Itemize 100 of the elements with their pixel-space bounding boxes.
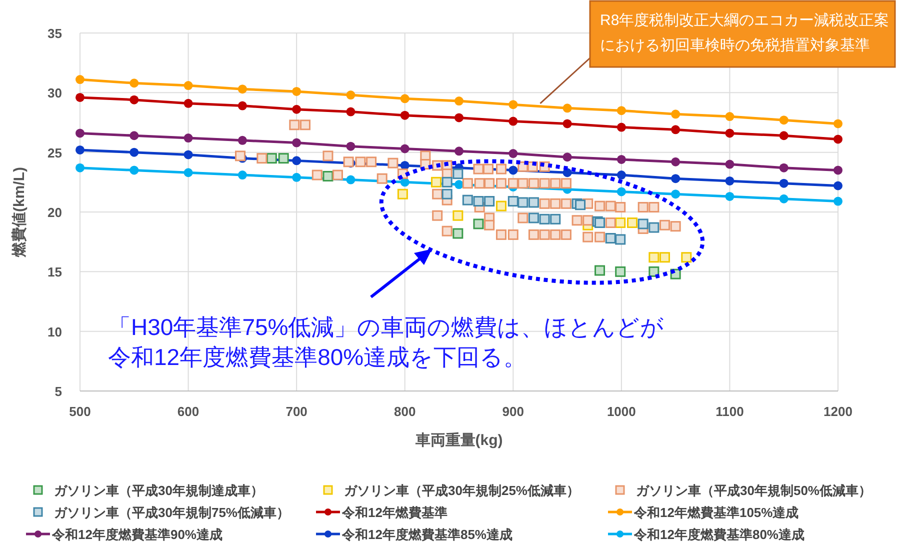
point — [346, 142, 356, 151]
y-tick-label: 35 — [48, 26, 62, 41]
point — [184, 168, 193, 178]
legend-label: ガソリン車（平成30年規制75%低減車） — [54, 505, 290, 520]
point — [266, 153, 277, 164]
point — [834, 166, 842, 175]
point — [779, 178, 788, 188]
point — [322, 170, 334, 182]
x-tick-label: 600 — [177, 404, 200, 419]
point — [562, 119, 572, 128]
point — [184, 81, 193, 90]
point — [648, 252, 660, 263]
point — [671, 125, 680, 134]
point — [671, 157, 680, 166]
point — [834, 181, 842, 190]
point — [518, 197, 528, 208]
y-tick-label: 10 — [48, 324, 62, 340]
point — [76, 75, 84, 84]
x-tick-label: 500 — [69, 404, 91, 419]
point — [648, 222, 660, 233]
point — [615, 266, 626, 277]
point — [528, 212, 539, 224]
point — [346, 175, 356, 184]
point — [616, 106, 626, 116]
point — [834, 196, 842, 206]
point — [130, 166, 139, 175]
point — [452, 210, 464, 221]
point — [431, 176, 442, 188]
x-tick-label: 700 — [286, 404, 308, 419]
x-tick-label: 900 — [502, 404, 524, 419]
point — [671, 190, 680, 199]
point — [76, 92, 84, 102]
point — [184, 150, 193, 160]
x-tick-label: 800 — [394, 404, 416, 419]
point — [454, 96, 464, 106]
point — [681, 252, 692, 263]
legend-label: ガソリン車（平成30年規制達成車） — [54, 483, 264, 498]
point — [130, 131, 139, 140]
point — [834, 134, 842, 144]
point — [725, 192, 734, 201]
annotation: R8年度税制改正大綱のエコカー減税改正案における初回車検時の免税措置対象基準 — [600, 11, 890, 56]
x-tick-label: 1000 — [606, 404, 636, 419]
point — [562, 104, 572, 113]
y-tick-label: 15 — [48, 264, 62, 280]
legend-label: ガソリン車（平成30年規制50%低減車） — [636, 483, 872, 498]
point — [725, 160, 734, 169]
point — [484, 196, 495, 207]
point — [627, 217, 638, 228]
point — [473, 196, 484, 207]
point — [442, 188, 452, 200]
point — [725, 112, 734, 122]
point — [508, 100, 518, 110]
y-tick-label: 30 — [48, 86, 62, 101]
y-axis-title: 燃費値(km/L) — [11, 166, 28, 258]
point — [725, 176, 734, 186]
point — [779, 194, 788, 204]
point — [130, 78, 139, 88]
point — [725, 128, 734, 138]
point — [452, 168, 464, 180]
point — [496, 200, 506, 212]
point — [292, 156, 302, 166]
point — [462, 194, 473, 206]
point — [238, 136, 247, 145]
point — [130, 95, 139, 104]
point — [400, 144, 410, 154]
y-tick-label: 25 — [48, 145, 62, 160]
point — [779, 131, 788, 140]
point — [779, 116, 788, 125]
point — [238, 101, 247, 110]
point — [834, 119, 842, 128]
point — [615, 234, 626, 245]
point — [605, 233, 616, 244]
point — [671, 110, 680, 119]
point — [615, 217, 626, 228]
legend-label: 令和12年度燃費基準85%達成 — [341, 527, 512, 542]
point — [454, 180, 464, 190]
point — [562, 152, 572, 162]
point — [400, 94, 410, 104]
point — [278, 153, 289, 164]
point — [76, 128, 84, 138]
legend-label: ガソリン車（平成30年規制25%低減車） — [344, 483, 580, 498]
x-tick-label: 1200 — [824, 404, 852, 419]
point — [508, 149, 518, 158]
point — [442, 176, 452, 188]
legend-label: 令和12年度燃費基準80%達成 — [633, 527, 804, 542]
point — [594, 217, 606, 228]
point — [508, 196, 518, 207]
point — [528, 197, 539, 208]
point — [130, 148, 139, 157]
point — [638, 218, 648, 230]
point — [616, 187, 626, 196]
point — [238, 84, 247, 94]
point — [397, 188, 408, 200]
point — [473, 218, 484, 230]
point — [616, 170, 626, 180]
annotation: 「H30年基準75%低減」の車両の燃費は、ほとんどが令和12年度燃費基準80%達成を下回る。 — [108, 313, 666, 372]
x-tick-label: 1100 — [716, 404, 744, 419]
y-tick-label: 20 — [48, 205, 62, 220]
point — [616, 122, 626, 132]
point — [779, 163, 788, 172]
